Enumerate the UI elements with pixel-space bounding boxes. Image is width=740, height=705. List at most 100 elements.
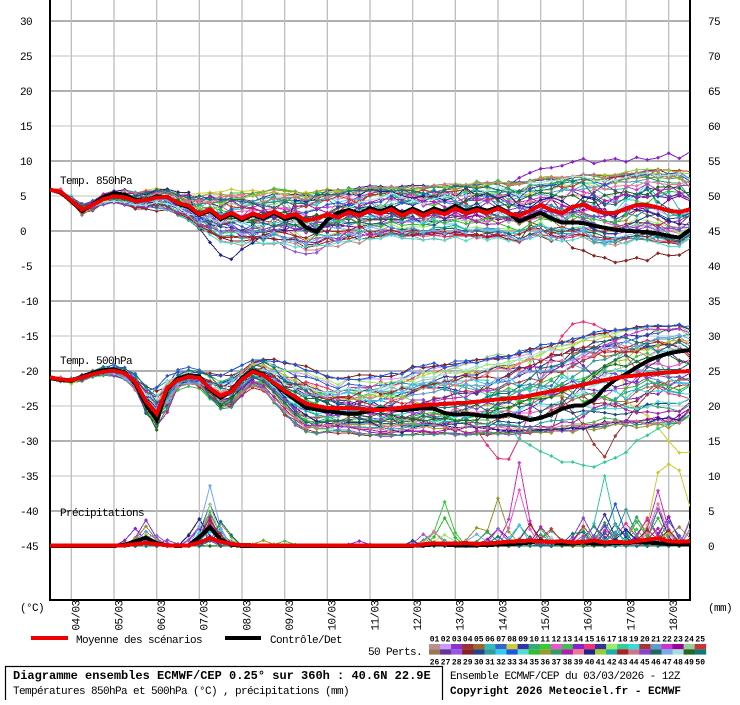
svg-text:-15: -15 (20, 332, 38, 344)
svg-text:44: 44 (629, 659, 639, 668)
svg-text:07: 07 (496, 636, 506, 645)
svg-text:75: 75 (708, 17, 720, 29)
svg-text:10: 10 (20, 157, 32, 169)
svg-text:25: 25 (20, 52, 32, 64)
svg-text:-45: -45 (20, 542, 38, 554)
svg-text:39: 39 (574, 659, 584, 668)
svg-text:18: 18 (618, 636, 628, 645)
svg-text:26: 26 (430, 659, 440, 668)
svg-text:Températures 850hPa et 500hPa: Températures 850hPa et 500hPa (°C) , pré… (13, 686, 349, 698)
svg-text:46: 46 (651, 659, 661, 668)
svg-text:Temp. 850hPa: Temp. 850hPa (60, 176, 133, 188)
svg-text:14: 14 (574, 636, 584, 645)
svg-text:04: 04 (463, 636, 473, 645)
svg-text:-25: -25 (20, 402, 38, 414)
svg-text:09/03: 09/03 (285, 600, 297, 630)
svg-text:49: 49 (684, 659, 694, 668)
svg-text:10: 10 (708, 472, 720, 484)
svg-text:48: 48 (673, 659, 683, 668)
svg-text:-40: -40 (20, 507, 38, 519)
svg-text:30: 30 (474, 659, 484, 668)
svg-text:06/03: 06/03 (157, 600, 169, 630)
svg-text:40: 40 (585, 659, 595, 668)
svg-text:35: 35 (708, 297, 720, 309)
svg-text:45: 45 (708, 227, 720, 239)
svg-text:05: 05 (474, 636, 484, 645)
svg-text:55: 55 (708, 157, 720, 169)
svg-text:Ensemble ECMWF/CEP du 03/03/20: Ensemble ECMWF/CEP du 03/03/2026 - 12Z (450, 671, 681, 683)
svg-text:20: 20 (640, 636, 650, 645)
svg-text:47: 47 (662, 659, 672, 668)
svg-text:20: 20 (20, 87, 32, 99)
svg-text:19: 19 (629, 636, 639, 645)
svg-text:24: 24 (684, 636, 694, 645)
svg-text:(°C): (°C) (20, 603, 44, 615)
svg-text:43: 43 (618, 659, 628, 668)
svg-text:Contrôle/Det: Contrôle/Det (270, 635, 342, 647)
svg-text:17/03: 17/03 (626, 600, 638, 630)
svg-text:-35: -35 (20, 472, 38, 484)
svg-text:38: 38 (563, 659, 573, 668)
svg-text:18/03: 18/03 (669, 600, 681, 630)
svg-text:21: 21 (651, 636, 661, 645)
svg-text:Copyright 2026 Meteociel.fr -: Copyright 2026 Meteociel.fr - ECMWF (450, 686, 681, 698)
svg-text:41: 41 (596, 659, 606, 668)
svg-text:0: 0 (708, 542, 714, 554)
svg-text:-5: -5 (20, 262, 32, 274)
svg-text:45: 45 (640, 659, 650, 668)
svg-text:25: 25 (695, 636, 705, 645)
svg-text:30: 30 (20, 17, 32, 29)
svg-text:13: 13 (563, 636, 573, 645)
svg-text:33: 33 (507, 659, 517, 668)
svg-text:50 Perts.: 50 Perts. (368, 647, 422, 659)
svg-text:17: 17 (607, 636, 617, 645)
svg-text:14/03: 14/03 (498, 600, 510, 630)
svg-text:08/03: 08/03 (242, 600, 254, 630)
svg-text:07/03: 07/03 (200, 600, 212, 630)
svg-text:28: 28 (452, 659, 462, 668)
svg-text:5: 5 (20, 192, 26, 204)
svg-text:-20: -20 (20, 367, 38, 379)
svg-text:Moyenne des scénarios: Moyenne des scénarios (76, 635, 202, 647)
svg-text:-10: -10 (20, 297, 38, 309)
svg-text:27: 27 (441, 659, 451, 668)
svg-text:12: 12 (551, 636, 561, 645)
svg-text:60: 60 (708, 122, 720, 134)
svg-text:65: 65 (708, 87, 720, 99)
svg-text:29: 29 (463, 659, 473, 668)
svg-text:15/03: 15/03 (541, 600, 553, 630)
svg-text:04/03: 04/03 (72, 600, 84, 630)
svg-text:30: 30 (708, 332, 720, 344)
svg-text:22: 22 (662, 636, 672, 645)
svg-text:-30: -30 (20, 437, 38, 449)
svg-text:08: 08 (507, 636, 517, 645)
svg-text:5: 5 (708, 507, 714, 519)
svg-text:02: 02 (441, 636, 451, 645)
svg-text:06: 06 (485, 636, 495, 645)
svg-text:Diagramme ensembles ECMWF/CEP: Diagramme ensembles ECMWF/CEP 0.25° sur … (13, 669, 431, 683)
svg-text:11/03: 11/03 (370, 600, 382, 630)
svg-text:03: 03 (452, 636, 462, 645)
svg-text:16: 16 (596, 636, 606, 645)
svg-text:Temp. 500hPa: Temp. 500hPa (60, 356, 133, 368)
svg-text:(mm): (mm) (708, 603, 732, 615)
svg-text:40: 40 (708, 262, 720, 274)
svg-text:32: 32 (496, 659, 506, 668)
svg-text:70: 70 (708, 52, 720, 64)
svg-text:Précipitations: Précipitations (60, 508, 144, 520)
svg-text:35: 35 (529, 659, 539, 668)
svg-text:01: 01 (430, 636, 440, 645)
svg-text:11: 11 (540, 636, 550, 645)
svg-text:50: 50 (695, 659, 705, 668)
svg-text:12/03: 12/03 (413, 600, 425, 630)
svg-text:15: 15 (708, 437, 720, 449)
svg-text:37: 37 (551, 659, 561, 668)
svg-text:42: 42 (607, 659, 617, 668)
svg-text:34: 34 (518, 659, 528, 668)
svg-text:25: 25 (708, 367, 720, 379)
svg-text:50: 50 (708, 192, 720, 204)
svg-text:15: 15 (585, 636, 595, 645)
svg-text:15: 15 (20, 122, 32, 134)
svg-text:13/03: 13/03 (456, 600, 468, 630)
svg-text:10/03: 10/03 (328, 600, 340, 630)
